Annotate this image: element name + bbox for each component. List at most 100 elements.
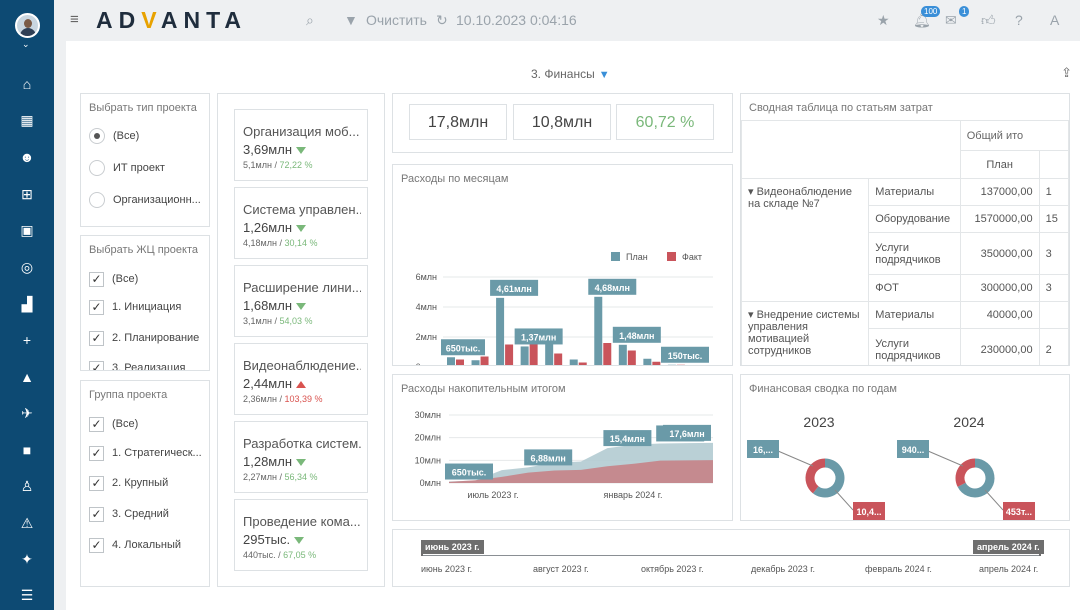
users-icon[interactable]: ☻ <box>19 149 35 165</box>
kpi-name: Система управлен... <box>243 202 361 217</box>
kpi-card[interactable]: Разработка систем... 1,28млн 2,27млн / 5… <box>234 421 368 493</box>
timeline-track[interactable] <box>421 555 1041 556</box>
kpi-card[interactable]: Организация моб... 3,69млн 5,1млн / 72,2… <box>234 109 368 181</box>
row-group[interactable]: ▾ Видеонаблюдение на складе №7 <box>741 178 870 302</box>
donut-slice-fact <box>805 458 826 494</box>
kpi-card[interactable]: Расширение лини... 1,68млн 3,1млн / 54,0… <box>234 265 368 337</box>
search-icon[interactable]: ⌕ <box>306 12 314 28</box>
radio-icon[interactable] <box>89 192 105 209</box>
mail-icon[interactable]: ✉ 1 <box>945 6 970 30</box>
timeline-start-tag[interactable]: июнь 2023 г. <box>421 540 484 554</box>
plan-label: 940... <box>902 445 925 455</box>
trend-down-icon <box>296 459 307 467</box>
share-icon[interactable]: ⇪ <box>1061 65 1072 80</box>
checkbox-checked-icon[interactable]: ✓ <box>89 506 104 522</box>
thumbs-up-icon[interactable]: 👍︎ <box>981 12 996 28</box>
y-tick-label: 30млн <box>415 410 441 420</box>
checkbox-checked-icon[interactable]: ✓ <box>89 271 104 287</box>
radio-option-it[interactable]: ИТ проект <box>89 159 165 177</box>
checkbox-checked-icon[interactable]: ✓ <box>89 299 104 315</box>
kpi-card[interactable]: Система управлен... 1,26млн 4,18млн / 30… <box>234 187 368 259</box>
chart-title: Финансовая сводка по годам <box>749 383 897 395</box>
lifecycle-option[interactable]: ✓ 2. Планирование <box>89 329 199 347</box>
graduation-cap-icon[interactable]: ▲ <box>20 369 34 385</box>
radio-option-all[interactable]: (Все) <box>89 127 139 145</box>
bar-fact <box>529 338 538 365</box>
checkbox-checked-icon[interactable]: ✓ <box>89 445 104 461</box>
data-label-box <box>661 346 709 363</box>
data-label-box <box>603 430 652 447</box>
advanta-logo[interactable]: ADVANTA <box>96 7 248 33</box>
chat-icon[interactable]: ▣ <box>20 222 34 238</box>
yearly-summary-panel: Финансовая сводка по годам 2023 16,... 10,… <box>740 374 1070 521</box>
star-icon[interactable]: ★ <box>877 12 890 28</box>
refresh-icon[interactable]: ↻ <box>436 12 448 28</box>
data-label: 4,61млн <box>496 284 531 294</box>
refresh-circle-icon[interactable]: ◎ <box>20 259 34 275</box>
kpi-value: 2,44млн <box>243 376 307 391</box>
bell-icon[interactable]: 🔔︎ 100 <box>913 6 941 30</box>
chart-title: Расходы накопительным итогом <box>401 383 566 395</box>
sparkle-icon[interactable]: ✦ <box>21 551 33 567</box>
radio-selected-icon[interactable] <box>89 128 105 145</box>
timeline-tick: апрель 2024 г. <box>979 564 1039 574</box>
radio-icon[interactable] <box>89 160 105 177</box>
area-fact <box>449 460 713 483</box>
org-structure-icon[interactable]: ⊞ <box>21 186 33 202</box>
kpi-value: 3,69млн <box>243 142 307 157</box>
user-settings-icon[interactable]: A <box>1050 12 1060 28</box>
running-person-icon[interactable]: ♙ <box>20 478 34 494</box>
project-type-filter: Выбрать тип проекта (Все) ИТ проект Орга… <box>80 93 210 227</box>
user-avatar[interactable] <box>15 13 40 38</box>
group-option[interactable]: ✓ 3. Средний <box>89 505 169 523</box>
group-option[interactable]: ✓ 1. Стратегическ... <box>89 444 202 462</box>
analytics-icon[interactable]: ▟ <box>21 296 33 312</box>
checklist-icon[interactable]: ☰ <box>20 587 34 603</box>
collapse-icon[interactable]: ▾ <box>748 309 757 321</box>
leader-line <box>834 489 854 511</box>
bar-plan <box>520 346 529 365</box>
top-bar: ≡ ADVANTA ⌕ ▼ Очистить ↻ 10.10.2023 0:04… <box>54 0 1080 41</box>
airplane-icon[interactable]: ✈ <box>21 405 33 421</box>
x-tick-label: январь 2024 г. <box>604 490 663 500</box>
kpi-value: 1,68млн <box>243 298 307 313</box>
calendar-icon[interactable]: ▦ <box>20 112 34 128</box>
lifecycle-option[interactable]: ✓ 3. Реализация <box>89 359 185 370</box>
kpi-card[interactable]: Проведение кома... 295тыс. 440тыс. / 67,… <box>234 499 368 571</box>
data-label-box <box>897 440 929 458</box>
home-icon[interactable]: ⌂ <box>22 76 32 92</box>
group-option[interactable]: ✓ (Все) <box>89 415 138 433</box>
filter-icon[interactable]: ▼ <box>598 69 610 81</box>
checkbox-checked-icon[interactable]: ✓ <box>89 537 104 553</box>
kpi-sub: 2,36млн / 103,39 % <box>243 394 323 404</box>
lifecycle-option[interactable]: ✓ 1. Инициация <box>89 298 181 316</box>
collapse-icon[interactable]: ▾ <box>748 186 757 198</box>
kpi-name: Разработка систем... <box>243 436 361 451</box>
kpi-sub: 4,18млн / 30,14 % <box>243 238 318 248</box>
trend-down-icon <box>296 147 307 155</box>
checkbox-checked-icon[interactable]: ✓ <box>89 416 104 432</box>
chevron-down-icon[interactable]: ⌄ <box>22 39 30 49</box>
checkbox-checked-icon[interactable]: ✓ <box>89 330 104 346</box>
plus-icon[interactable]: + <box>22 332 32 348</box>
lifecycle-option[interactable]: ✓ (Все) <box>89 270 138 288</box>
timeline-end-tag[interactable]: апрель 2024 г. <box>973 540 1044 554</box>
filter-title: Группа проекта <box>89 389 168 401</box>
help-icon[interactable]: ? <box>1015 12 1023 28</box>
checkbox-checked-icon[interactable]: ✓ <box>89 475 104 491</box>
timeline-tick: октябрь 2023 г. <box>641 564 704 574</box>
pivot-table: Общий ито План ▾ Видеонаблюдение на скла… <box>741 120 1069 365</box>
checkbox-checked-icon[interactable]: ✓ <box>89 360 104 370</box>
menu-toggle-icon[interactable]: ≡ <box>70 11 79 28</box>
row-group[interactable]: ▾ Внедрение системы управления мотивацие… <box>741 301 870 365</box>
clear-button[interactable]: Очистить <box>366 12 427 28</box>
clear-filter-icon[interactable]: ▼ <box>344 12 358 28</box>
kpi-card[interactable]: Видеонаблюдение... 2,44млн 2,36млн / 103… <box>234 343 368 415</box>
warning-icon[interactable]: ⚠ <box>20 515 34 531</box>
kpi-list-panel: Организация моб... 3,69млн 5,1млн / 72,2… <box>217 93 385 587</box>
briefcase-icon[interactable]: ■ <box>22 442 32 458</box>
total-percent: 60,72 % <box>616 104 714 140</box>
group-option[interactable]: ✓ 4. Локальный <box>89 536 181 554</box>
radio-option-org[interactable]: Организационн... <box>89 191 201 209</box>
group-option[interactable]: ✓ 2. Крупный <box>89 474 168 492</box>
